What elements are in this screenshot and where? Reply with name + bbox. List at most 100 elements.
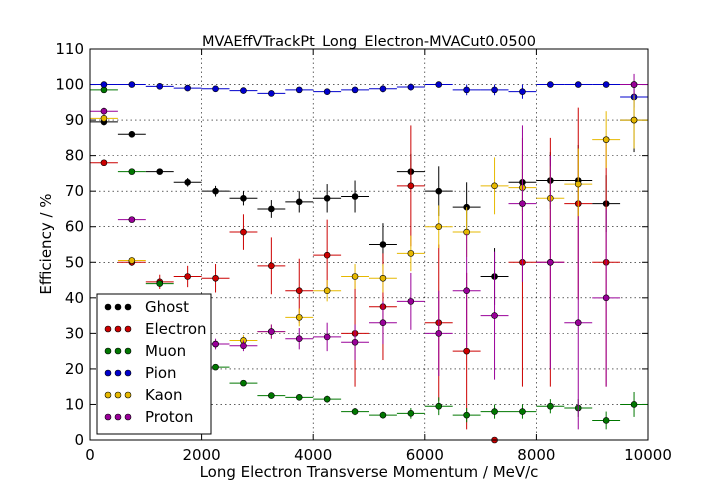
data-point	[351, 273, 359, 280]
plot-frame	[89, 48, 649, 441]
legend-marker	[104, 303, 112, 311]
data-point	[407, 83, 415, 91]
data-point	[491, 86, 498, 94]
data-point	[128, 216, 136, 223]
data-point	[295, 86, 303, 94]
data-point	[407, 182, 415, 190]
legend-marker	[104, 413, 112, 421]
data-point	[491, 408, 498, 415]
data-point	[519, 88, 526, 95]
data-point	[602, 294, 610, 302]
data-point	[351, 338, 359, 346]
series-proton	[90, 73, 648, 430]
data-point	[407, 410, 415, 417]
legend-marker	[114, 303, 122, 311]
data-point	[212, 187, 219, 195]
data-point	[100, 81, 108, 88]
legend-marker	[124, 369, 132, 377]
x-tick-label: 8000	[517, 446, 555, 464]
data-point	[156, 280, 164, 287]
data-point	[268, 205, 275, 213]
data-point	[379, 241, 387, 248]
legend-box	[96, 293, 212, 435]
data-point	[100, 115, 108, 122]
data-point	[491, 312, 498, 319]
data-point	[351, 193, 359, 200]
data-point	[547, 402, 554, 410]
data-point	[547, 258, 554, 266]
y-tick-label: 60	[65, 218, 84, 236]
data-point	[212, 363, 219, 371]
legend-marker	[114, 325, 122, 333]
data-point	[323, 287, 331, 295]
chart-title: MVAEffVTrackPt_Long_Electron-MVACut0.050…	[202, 34, 536, 50]
legend-marker	[124, 413, 132, 421]
data-point	[323, 88, 331, 95]
data-point	[184, 84, 191, 92]
data-point	[128, 131, 136, 138]
data-point	[100, 159, 108, 167]
data-point	[212, 274, 219, 282]
x-tick-label: 4000	[294, 446, 332, 464]
legend-label-electron: Electron	[145, 320, 207, 338]
data-point	[463, 347, 470, 355]
data-point	[463, 86, 470, 94]
legend-marker	[114, 413, 122, 421]
data-point	[156, 168, 164, 175]
data-point	[574, 180, 582, 188]
data-point	[156, 83, 164, 90]
y-tick-label: 100	[55, 76, 84, 94]
data-point	[463, 411, 470, 419]
series-muon	[90, 86, 648, 430]
data-point	[184, 178, 191, 186]
legend-marker	[104, 325, 112, 333]
data-point	[435, 402, 443, 410]
data-point	[351, 408, 359, 415]
data-point	[240, 87, 247, 94]
data-point	[295, 198, 303, 206]
legend-marker	[104, 391, 112, 399]
legend: Ghost Electron Muon Pion Kaon Proton	[96, 293, 212, 435]
legend-label-pion: Pion	[145, 364, 177, 382]
data-point	[630, 116, 638, 124]
data-point	[128, 168, 136, 175]
data-point	[240, 342, 247, 350]
data-point	[295, 394, 303, 401]
data-point	[240, 228, 247, 236]
data-point	[602, 136, 610, 143]
data-point	[435, 81, 443, 88]
data-point	[268, 392, 275, 399]
y-tick-label: 50	[65, 253, 84, 271]
legend-label-proton: Proton	[145, 408, 193, 426]
axis-ticks: 0 2000 4000 6000 8000 10000 0 10 20 30 40 50 60 70 80 9…	[55, 40, 672, 464]
y-tick-label: 70	[65, 182, 84, 200]
x-tick-label: 2000	[183, 446, 221, 464]
data-point	[574, 319, 582, 327]
legend-marker	[124, 391, 132, 399]
data-point	[323, 395, 331, 403]
y-tick-label: 80	[65, 147, 84, 165]
data-point	[435, 330, 443, 337]
data-point	[323, 333, 331, 341]
data-point	[295, 287, 303, 295]
data-point	[519, 408, 526, 415]
data-point	[602, 81, 610, 88]
data-point	[379, 274, 387, 282]
legend-marker	[114, 347, 122, 355]
x-tick-label: 6000	[406, 446, 444, 464]
y-tick-label: 0	[74, 431, 84, 449]
data-point	[519, 200, 526, 207]
y-tick-label: 40	[65, 289, 84, 307]
legend-label-ghost: Ghost	[145, 298, 189, 316]
data-point	[323, 194, 331, 202]
data-point	[574, 81, 582, 88]
data-point	[100, 107, 108, 115]
data-point	[379, 85, 387, 93]
data-point	[268, 90, 275, 97]
data-point	[351, 86, 359, 94]
data-point	[435, 187, 443, 195]
x-axis-label: Long Electron Transverse Momentum / MeV/…	[200, 463, 539, 481]
x-tick-label: 10000	[624, 446, 672, 464]
legend-marker	[124, 325, 132, 333]
